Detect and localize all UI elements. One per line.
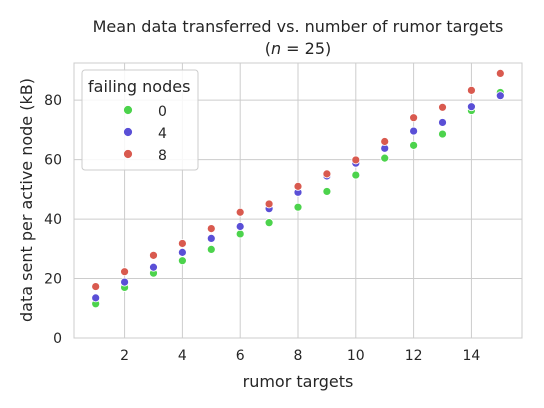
x-tick-label: 8 bbox=[294, 348, 303, 364]
point-series-4 bbox=[177, 247, 187, 257]
legend-title: failing nodes bbox=[88, 77, 190, 96]
legend-label-8: 8 bbox=[158, 148, 167, 164]
point-series-8 bbox=[438, 102, 447, 112]
point-series-8 bbox=[91, 282, 101, 291]
point-series-4 bbox=[467, 102, 476, 112]
point-series-8 bbox=[409, 113, 419, 123]
legend-label-0: 0 bbox=[158, 104, 167, 120]
legend-marker-8 bbox=[123, 149, 133, 159]
y-tick-label: 80 bbox=[44, 93, 62, 109]
legend-label-4: 4 bbox=[158, 126, 167, 142]
point-series-8 bbox=[206, 224, 216, 233]
point-series-8 bbox=[235, 207, 245, 217]
data-points bbox=[91, 69, 505, 309]
x-tick-label: 6 bbox=[236, 348, 245, 364]
point-series-4 bbox=[495, 91, 505, 101]
point-series-0 bbox=[293, 202, 303, 212]
point-series-4 bbox=[409, 126, 419, 136]
point-series-8 bbox=[293, 181, 303, 191]
point-series-0 bbox=[206, 245, 216, 254]
point-series-8 bbox=[322, 169, 332, 179]
point-series-0 bbox=[351, 170, 361, 180]
x-tick-label: 14 bbox=[463, 348, 481, 364]
point-series-8 bbox=[351, 155, 361, 165]
point-series-8 bbox=[380, 137, 390, 146]
point-series-8 bbox=[120, 267, 129, 277]
point-series-4 bbox=[91, 293, 101, 303]
point-series-8 bbox=[264, 199, 274, 209]
point-series-0 bbox=[322, 187, 332, 196]
point-series-4 bbox=[235, 222, 245, 231]
x-axis-label: rumor targets bbox=[243, 372, 354, 391]
y-tick-label: 60 bbox=[44, 153, 62, 169]
chart-title: Mean data transferred vs. number of rumo… bbox=[93, 17, 504, 36]
x-tick-label: 10 bbox=[347, 348, 365, 364]
point-series-0 bbox=[264, 218, 274, 228]
legend-marker-0 bbox=[123, 105, 133, 115]
y-tick-label: 40 bbox=[44, 212, 62, 228]
point-series-8 bbox=[177, 239, 187, 248]
legend: failing nodes 0 4 8 bbox=[81, 69, 199, 171]
x-tick-label: 4 bbox=[178, 348, 187, 364]
point-series-0 bbox=[438, 129, 447, 139]
point-series-0 bbox=[380, 153, 390, 163]
y-tick-label: 0 bbox=[53, 331, 62, 347]
point-series-4 bbox=[120, 277, 129, 287]
y-tick-label: 20 bbox=[44, 272, 62, 288]
legend-marker-4 bbox=[123, 127, 133, 137]
point-series-4 bbox=[206, 234, 216, 243]
point-series-8 bbox=[467, 85, 476, 95]
chart-subtitle: (n = 25) bbox=[265, 39, 332, 58]
point-series-4 bbox=[149, 262, 158, 272]
point-series-8 bbox=[149, 250, 158, 260]
y-axis-label: data sent per active node (kB) bbox=[17, 78, 36, 322]
point-series-0 bbox=[409, 140, 419, 150]
x-tick-label: 2 bbox=[120, 348, 129, 364]
point-series-0 bbox=[235, 229, 245, 239]
point-series-8 bbox=[495, 69, 505, 78]
point-series-0 bbox=[177, 256, 187, 266]
legend-box bbox=[81, 69, 199, 171]
x-tick-label: 12 bbox=[405, 348, 423, 364]
point-series-4 bbox=[438, 118, 447, 127]
